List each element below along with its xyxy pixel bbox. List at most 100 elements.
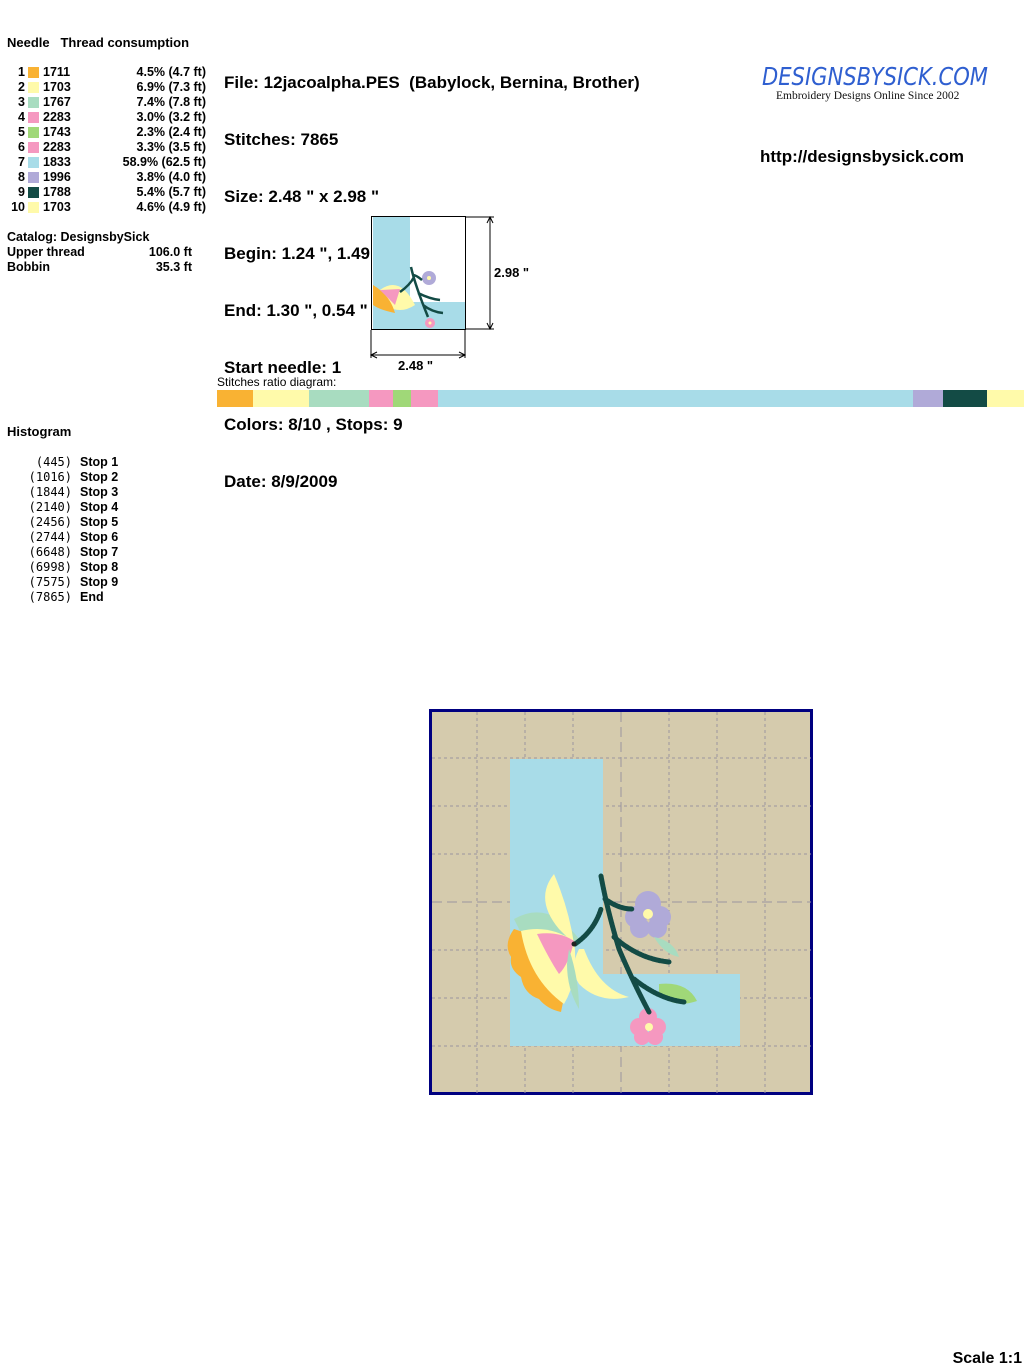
thread-consumption: 3.8% (4.0 ft) bbox=[136, 170, 206, 184]
needle-number: 3 bbox=[18, 95, 25, 109]
needle-number: 9 bbox=[18, 185, 25, 199]
thread-code: 2283 bbox=[43, 110, 71, 124]
needle-number: 7 bbox=[18, 155, 25, 169]
thread-row: 7 1833 58.9% (62.5 ft) bbox=[0, 155, 215, 170]
needle-number: 2 bbox=[18, 80, 25, 94]
width-dimension: 2.48 " bbox=[398, 358, 434, 373]
thread-row: 1 1711 4.5% (4.7 ft) bbox=[0, 65, 215, 80]
thread-code: 1703 bbox=[43, 200, 71, 214]
thread-code: 1788 bbox=[43, 185, 71, 199]
color-swatch bbox=[28, 157, 39, 168]
stitch-count: (2744) bbox=[28, 530, 72, 544]
thread-consumption: 58.9% (62.5 ft) bbox=[122, 155, 206, 169]
stop-label: Stop 7 bbox=[80, 545, 119, 559]
thread-code: 1833 bbox=[43, 155, 71, 169]
stop-label: Stop 4 bbox=[80, 500, 119, 514]
design-size: Size: 2.48 " x 2.98 " bbox=[224, 187, 380, 206]
thread-table-header: Needle Thread consumption bbox=[7, 35, 189, 50]
website-link[interactable]: http://designsbysick.com bbox=[760, 147, 965, 166]
stitch-count: (445) bbox=[35, 455, 72, 469]
stop-label: Stop 3 bbox=[80, 485, 119, 499]
histogram-row: (6998) Stop 8 bbox=[0, 560, 200, 575]
histogram-title: Histogram bbox=[7, 424, 72, 439]
needle-number: 6 bbox=[18, 140, 25, 154]
thread-consumption: 5.4% (5.7 ft) bbox=[136, 185, 206, 199]
bobbin-value: 35.3 ft bbox=[155, 260, 192, 274]
histogram-row: (2744) Stop 6 bbox=[0, 530, 200, 545]
color-swatch bbox=[28, 187, 39, 198]
file-name: File: 12jacoalpha.PES (Babylock, Bernina… bbox=[224, 73, 640, 92]
ratio-diagram-label: Stitches ratio diagram: bbox=[217, 375, 337, 389]
thread-code: 1767 bbox=[43, 95, 71, 109]
ratio-segment bbox=[308, 390, 369, 407]
histogram-row: (7865) End bbox=[0, 590, 200, 605]
ratio-segment bbox=[217, 390, 254, 407]
svg-text:Embroidery Designs Online Sinc: Embroidery Designs Online Since 2002 bbox=[776, 90, 960, 102]
needle-header: Needle bbox=[7, 35, 50, 50]
thread-row: 8 1996 3.8% (4.0 ft) bbox=[0, 170, 215, 185]
stitch-count: (1016) bbox=[28, 470, 72, 484]
stitches-ratio-bar bbox=[217, 390, 1024, 407]
needle-number: 4 bbox=[18, 110, 25, 124]
stop-label: Stop 6 bbox=[80, 530, 119, 544]
thread-row: 5 1743 2.3% (2.4 ft) bbox=[0, 125, 215, 140]
thread-consumption: 7.4% (7.8 ft) bbox=[136, 95, 206, 109]
thread-consumption: 3.3% (3.5 ft) bbox=[136, 140, 206, 154]
ratio-segment bbox=[912, 390, 944, 407]
thread-row: 3 1767 7.4% (7.8 ft) bbox=[0, 95, 215, 110]
svg-text:DESIGNSBYSICK.COM: DESIGNSBYSICK.COM bbox=[762, 62, 988, 91]
color-swatch bbox=[28, 97, 39, 108]
color-swatch bbox=[28, 67, 39, 78]
ratio-segment bbox=[411, 390, 438, 407]
bobbin-label: Bobbin bbox=[7, 260, 51, 274]
thread-consumption: 2.3% (2.4 ft) bbox=[136, 125, 206, 139]
ratio-segment bbox=[368, 390, 393, 407]
stitch-count: (2140) bbox=[28, 500, 72, 514]
design-preview bbox=[429, 709, 813, 1095]
needle-number: 8 bbox=[18, 170, 25, 184]
begin-point: Begin: 1.24 ", 1.49 " bbox=[224, 244, 383, 263]
design-info: File: 12jacoalpha.PES (Babylock, Bernina… bbox=[224, 35, 640, 510]
thread-code: 1703 bbox=[43, 80, 71, 94]
date: Date: 8/9/2009 bbox=[224, 472, 338, 491]
stop-label: Stop 1 bbox=[80, 455, 119, 469]
color-swatch bbox=[28, 82, 39, 93]
thread-row: 10 1703 4.6% (4.9 ft) bbox=[0, 200, 215, 215]
histogram-row: (2456) Stop 5 bbox=[0, 515, 200, 530]
thread-row: 2 1703 6.9% (7.3 ft) bbox=[0, 80, 215, 95]
thread-code: 1996 bbox=[43, 170, 71, 184]
upper-thread-label: Upper thread bbox=[7, 245, 85, 259]
stitch-count: (7575) bbox=[28, 575, 72, 589]
thread-row: 6 2283 3.3% (3.5 ft) bbox=[0, 140, 215, 155]
thread-row: 9 1788 5.4% (5.7 ft) bbox=[0, 185, 215, 200]
color-swatch bbox=[28, 142, 39, 153]
stitch-count: (2456) bbox=[28, 515, 72, 529]
start-needle: Start needle: 1 bbox=[224, 358, 342, 377]
ratio-segment bbox=[253, 390, 309, 407]
thread-consumption: 4.6% (4.9 ft) bbox=[136, 200, 206, 214]
thread-code: 2283 bbox=[43, 140, 71, 154]
color-swatch bbox=[28, 172, 39, 183]
stitch-count: (1844) bbox=[28, 485, 72, 499]
needle-number: 10 bbox=[11, 200, 25, 214]
color-swatch bbox=[28, 112, 39, 123]
histogram-row: (1016) Stop 2 bbox=[0, 470, 200, 485]
colors-stops: Colors: 8/10 , Stops: 9 bbox=[224, 415, 403, 434]
histogram-row: (1844) Stop 3 bbox=[0, 485, 200, 500]
upper-thread-value: 106.0 ft bbox=[148, 245, 192, 259]
color-swatch bbox=[28, 202, 39, 213]
scale-label: Scale 1:1 bbox=[952, 1350, 1022, 1367]
stop-label: End bbox=[80, 590, 104, 604]
needle-number: 1 bbox=[18, 65, 25, 79]
stitch-count: Stitches: 7865 bbox=[224, 130, 339, 149]
stitch-count: (7865) bbox=[28, 590, 72, 604]
histogram-row: (7575) Stop 9 bbox=[0, 575, 200, 590]
stitch-count: (6648) bbox=[28, 545, 72, 559]
design-preview-thumbnail bbox=[369, 215, 494, 359]
stop-label: Stop 5 bbox=[80, 515, 119, 529]
designsbysick-logo: DESIGNSBYSICK.COM Embroidery Designs Onl… bbox=[762, 62, 988, 102]
stop-label: Stop 2 bbox=[80, 470, 119, 484]
ratio-segment bbox=[986, 390, 1024, 407]
thread-consumption: 6.9% (7.3 ft) bbox=[136, 80, 206, 94]
height-dimension: 2.98 " bbox=[494, 265, 530, 280]
